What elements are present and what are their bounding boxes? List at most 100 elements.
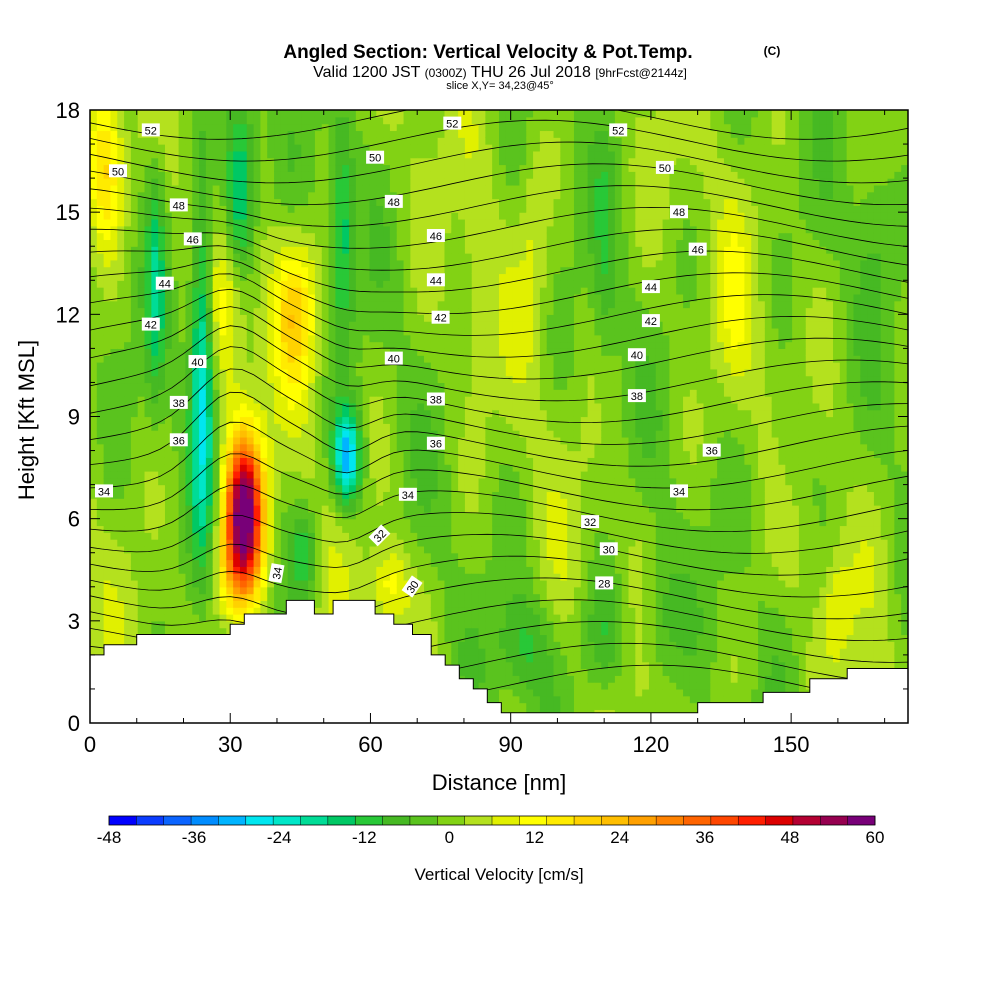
velocity-cell <box>151 218 159 227</box>
velocity-cell <box>239 144 248 152</box>
velocity-cell <box>396 443 405 452</box>
velocity-cell <box>417 144 425 152</box>
velocity-cell <box>260 416 268 424</box>
velocity-cell <box>444 654 452 663</box>
velocity-cell <box>226 409 234 418</box>
velocity-cell <box>444 266 452 275</box>
velocity-cell <box>369 545 377 554</box>
velocity-cell <box>308 396 316 404</box>
velocity-cell <box>239 368 248 377</box>
velocity-cell <box>233 280 241 288</box>
velocity-cell <box>110 293 118 302</box>
velocity-cell <box>287 436 296 445</box>
velocity-cell <box>151 539 159 547</box>
velocity-cell <box>90 232 98 241</box>
velocity-cell <box>383 484 391 493</box>
velocity-cell <box>124 634 132 642</box>
velocity-cell <box>260 525 268 533</box>
velocity-cell <box>383 375 391 384</box>
velocity-cell <box>246 225 255 234</box>
velocity-cell <box>355 368 364 377</box>
velocity-cell <box>158 225 166 234</box>
velocity-cell <box>110 396 118 404</box>
velocity-cell <box>396 334 405 343</box>
velocity-cell <box>349 539 357 547</box>
velocity-cell <box>335 457 343 465</box>
velocity-cell <box>267 116 275 125</box>
velocity-cell <box>274 375 282 384</box>
velocity-cell <box>267 559 275 567</box>
velocity-cell <box>280 409 289 418</box>
velocity-cell <box>171 150 180 159</box>
velocity-cell <box>239 314 248 322</box>
velocity-cell <box>280 539 289 547</box>
velocity-cell <box>246 593 255 601</box>
velocity-cell <box>335 423 343 431</box>
velocity-cell <box>274 273 282 281</box>
velocity-cell <box>451 396 459 404</box>
velocity-cell <box>233 144 241 152</box>
velocity-cell <box>369 116 377 125</box>
velocity-cell <box>130 566 139 574</box>
velocity-cell <box>369 505 377 513</box>
velocity-cell <box>137 620 146 629</box>
velocity-cell <box>90 321 98 329</box>
velocity-cell <box>437 409 446 418</box>
velocity-cell <box>164 144 173 152</box>
velocity-cell <box>389 327 398 336</box>
velocity-cell <box>424 498 432 506</box>
velocity-cell <box>130 110 139 118</box>
velocity-cell <box>137 327 146 336</box>
velocity-cell <box>246 362 255 370</box>
velocity-cell <box>376 144 384 152</box>
velocity-cell <box>280 484 289 493</box>
velocity-cell <box>410 518 418 527</box>
velocity-cell <box>185 600 193 608</box>
velocity-cell <box>301 287 309 295</box>
velocity-cell <box>328 137 336 145</box>
velocity-cell <box>376 130 384 138</box>
velocity-cell <box>239 586 248 595</box>
velocity-cell <box>308 498 316 506</box>
velocity-cell <box>389 110 398 118</box>
velocity-cell <box>103 532 112 540</box>
velocity-cell <box>424 416 432 424</box>
velocity-cell <box>294 191 302 200</box>
velocity-cell <box>301 280 309 288</box>
velocity-cell <box>260 253 268 261</box>
velocity-cell <box>192 341 200 349</box>
velocity-cell <box>185 259 193 268</box>
velocity-cell <box>205 600 214 608</box>
velocity-cell <box>226 559 234 567</box>
velocity-cell <box>451 300 459 309</box>
velocity-cell <box>158 539 166 547</box>
velocity-cell <box>219 198 227 206</box>
velocity-cell <box>308 477 316 486</box>
velocity-cell <box>301 225 309 234</box>
velocity-cell <box>226 443 234 452</box>
velocity-cell <box>90 259 98 268</box>
velocity-cell <box>267 341 275 349</box>
velocity-cell <box>171 239 180 247</box>
velocity-cell <box>178 212 187 220</box>
velocity-cell <box>171 232 180 241</box>
velocity-cell <box>287 498 296 506</box>
velocity-cell <box>267 498 275 506</box>
velocity-cell <box>403 457 411 465</box>
velocity-cell <box>212 130 221 138</box>
velocity-cell <box>164 259 173 268</box>
velocity-cell <box>383 300 391 309</box>
velocity-cell <box>308 402 316 411</box>
velocity-cell <box>342 123 350 132</box>
velocity-cell <box>424 246 432 254</box>
velocity-cell <box>151 423 159 431</box>
velocity-cell <box>314 477 323 486</box>
velocity-cell <box>417 436 425 445</box>
velocity-cell <box>253 327 262 336</box>
velocity-cell <box>137 607 146 615</box>
velocity-cell <box>199 280 207 288</box>
velocity-cell <box>335 362 343 370</box>
velocity-cell <box>144 171 152 179</box>
velocity-cell <box>287 341 296 349</box>
velocity-cell <box>110 314 118 322</box>
